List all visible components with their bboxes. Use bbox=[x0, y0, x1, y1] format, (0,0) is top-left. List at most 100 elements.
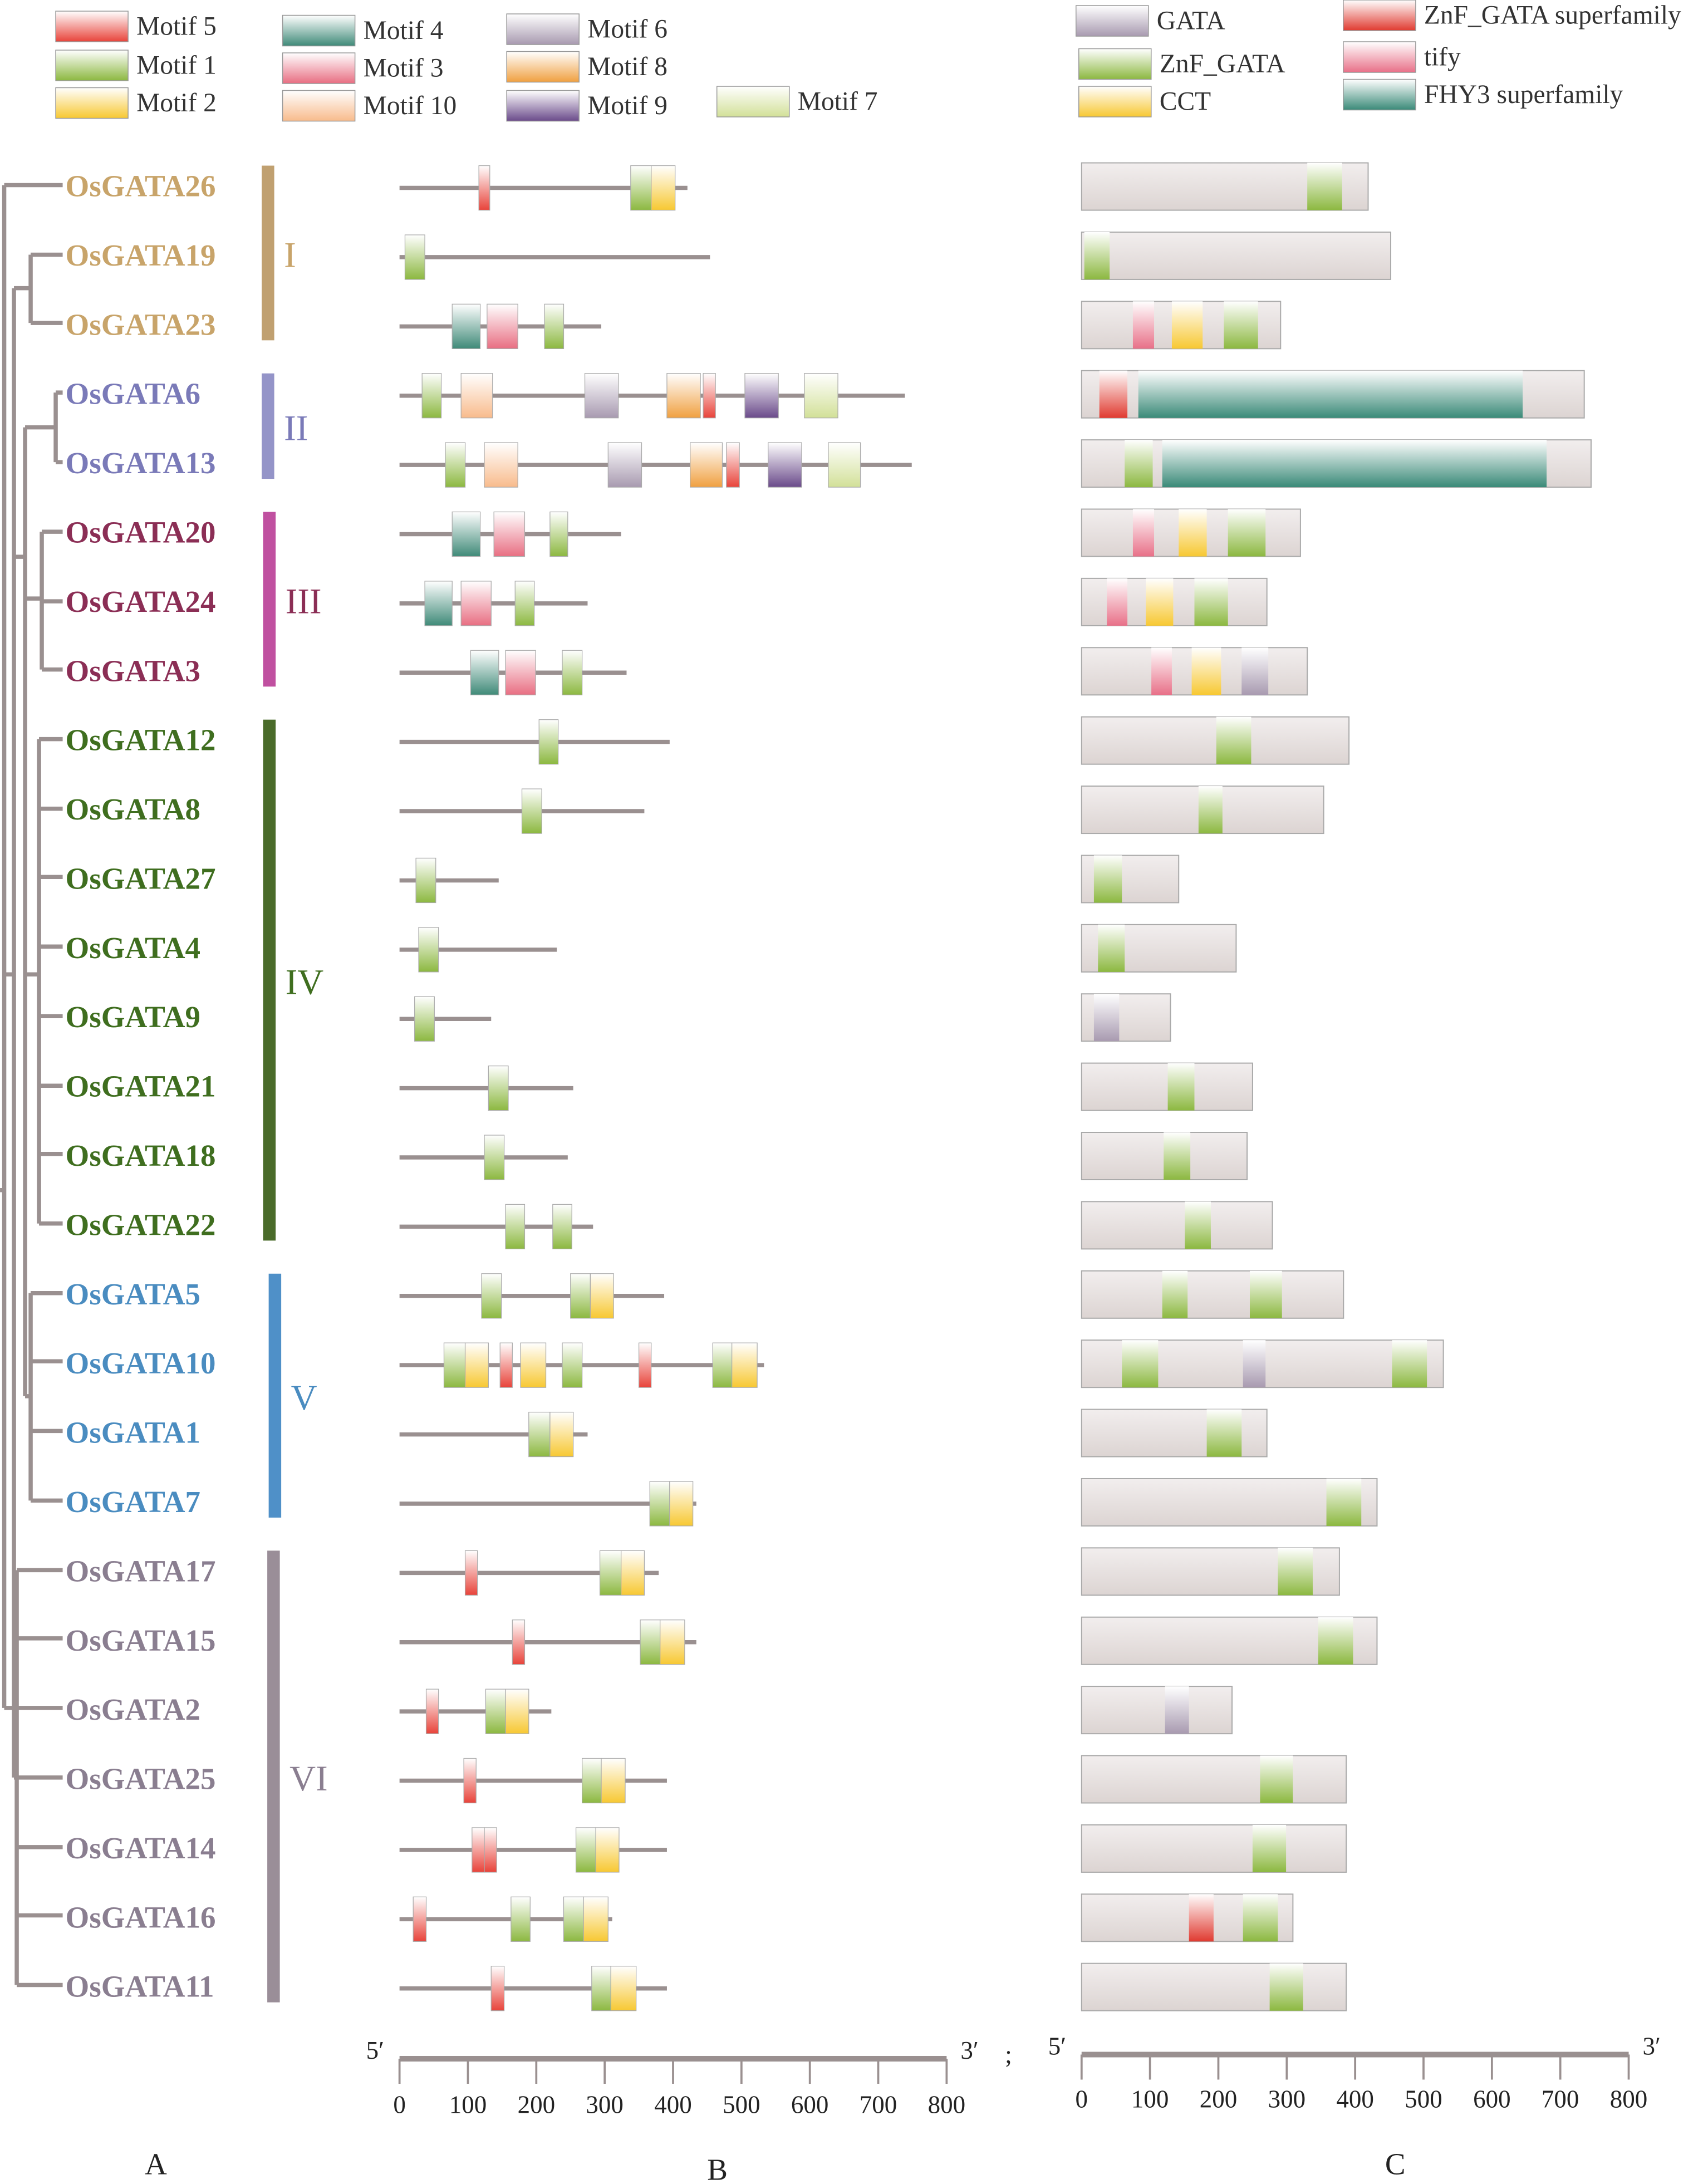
motif-row bbox=[399, 1896, 612, 1942]
motif-2-box bbox=[590, 1273, 614, 1319]
legend-label: Motif 10 bbox=[364, 91, 457, 120]
legend-swatch bbox=[282, 52, 356, 84]
motif-1-box bbox=[418, 927, 439, 973]
domain-znf-gata-box bbox=[1098, 924, 1125, 972]
motif-1-box bbox=[514, 581, 535, 626]
domain-znf-gata-box bbox=[1252, 1824, 1287, 1872]
legend-label: Motif 3 bbox=[364, 54, 444, 83]
gene-name: OsGATA17 bbox=[66, 1554, 216, 1588]
motif-2-box bbox=[549, 1411, 574, 1457]
domain-cct-box bbox=[1146, 578, 1174, 626]
domain-row bbox=[1081, 1616, 1378, 1665]
motif-3-box bbox=[505, 650, 536, 695]
motif-5-box bbox=[638, 1342, 652, 1388]
motif-2-box bbox=[669, 1481, 694, 1527]
motif-1-box bbox=[549, 511, 568, 557]
scale-tick-label: 0 bbox=[393, 2090, 405, 2118]
motif-1-box bbox=[563, 1896, 584, 1942]
domain-znf-gata-sf-box bbox=[1189, 1894, 1214, 1942]
motif-1-box bbox=[484, 1135, 505, 1180]
motif-5-box bbox=[472, 1827, 485, 1873]
domain-row bbox=[1081, 1755, 1347, 1804]
scale-tick-label: 300 bbox=[586, 2090, 624, 2118]
group-bar-VI bbox=[267, 1550, 280, 2003]
legend-label: Motif 4 bbox=[364, 16, 444, 45]
scale-tick-label: 800 bbox=[928, 2090, 966, 2118]
domain-znf-gata-box bbox=[1392, 1340, 1427, 1388]
motif-row bbox=[399, 1204, 593, 1250]
domain-znf-gata-box bbox=[1326, 1478, 1362, 1526]
motif-1-box bbox=[415, 857, 436, 904]
motif-1-box bbox=[599, 1550, 622, 1596]
motif-2-box bbox=[464, 1342, 489, 1388]
motif-1-box bbox=[505, 1204, 526, 1250]
gene-name: OsGATA6 bbox=[66, 377, 200, 411]
domain-row bbox=[1081, 1962, 1347, 2011]
motif-9-box bbox=[744, 373, 779, 419]
protein-box bbox=[1081, 1062, 1253, 1111]
domain-znf-gata-box bbox=[1249, 1270, 1282, 1318]
panel-label-a: A bbox=[145, 2147, 167, 2181]
motif-8-box bbox=[690, 442, 723, 488]
motif-5-box bbox=[484, 1827, 497, 1873]
legend-label: GATA bbox=[1157, 7, 1225, 36]
scale-tick-label: 500 bbox=[723, 2090, 760, 2118]
motif-1-box bbox=[640, 1619, 661, 1665]
domain-row bbox=[1081, 716, 1350, 765]
domain-row bbox=[1081, 786, 1324, 835]
domain-znf-gata-box bbox=[1269, 1963, 1303, 2011]
motif-row bbox=[399, 788, 645, 834]
motif-4-box bbox=[424, 581, 453, 626]
legend-label: Motif 9 bbox=[587, 91, 668, 120]
gene-name: OsGATA15 bbox=[66, 1623, 216, 1657]
domain-znf-gata-box bbox=[1216, 716, 1251, 764]
separator: ; bbox=[1005, 2040, 1012, 2068]
motif-row bbox=[399, 857, 499, 904]
domain-tify-box bbox=[1107, 578, 1128, 626]
domain-cct-box bbox=[1171, 301, 1203, 349]
motif-2-box bbox=[601, 1758, 626, 1804]
legend-label: Motif 8 bbox=[587, 52, 668, 81]
motif-row bbox=[399, 1619, 696, 1665]
domain-znf-gata-box bbox=[1243, 1894, 1278, 1942]
legend-swatch bbox=[506, 51, 580, 83]
group-bar-IV bbox=[263, 719, 276, 1241]
motif-row bbox=[399, 719, 670, 765]
legend-swatch bbox=[1343, 78, 1416, 111]
domain-fhy3-box bbox=[1162, 440, 1547, 488]
motif-1-box bbox=[630, 165, 652, 211]
motif-row bbox=[399, 1065, 573, 1111]
motif-7-box bbox=[804, 373, 838, 419]
five-prime-label: 5′ bbox=[1048, 2032, 1066, 2060]
domain-row bbox=[1081, 231, 1392, 280]
protein-box bbox=[1081, 1201, 1273, 1250]
legend-swatch bbox=[1343, 41, 1416, 73]
domain-gata-box bbox=[1165, 1686, 1189, 1734]
motif-1-box bbox=[488, 1065, 509, 1111]
domain-row bbox=[1081, 508, 1301, 557]
gene-name: OsGATA25 bbox=[66, 1762, 216, 1796]
domain-row bbox=[1081, 1893, 1294, 1942]
motif-5-box bbox=[512, 1619, 526, 1665]
motif-3-box bbox=[487, 303, 518, 349]
motif-row bbox=[399, 1827, 667, 1873]
motif-2-box bbox=[520, 1342, 547, 1388]
motif-6-box bbox=[584, 373, 619, 419]
domain-znf-gata-box bbox=[1164, 1132, 1191, 1180]
motif-row bbox=[399, 373, 905, 419]
domain-row bbox=[1081, 993, 1171, 1042]
motif-row bbox=[399, 511, 621, 557]
domain-row bbox=[1081, 1062, 1253, 1111]
legend-swatch bbox=[716, 86, 790, 117]
motif-row bbox=[399, 581, 588, 626]
motif-5-box bbox=[703, 373, 716, 419]
motif-1-box bbox=[511, 1896, 531, 1942]
gene-name: OsGATA24 bbox=[66, 585, 216, 619]
gene-name: OsGATA26 bbox=[66, 169, 216, 203]
domain-fhy3-box bbox=[1138, 370, 1523, 418]
group-bar-I bbox=[262, 165, 274, 341]
legend-swatch bbox=[282, 90, 356, 122]
motif-1-box bbox=[649, 1481, 670, 1527]
